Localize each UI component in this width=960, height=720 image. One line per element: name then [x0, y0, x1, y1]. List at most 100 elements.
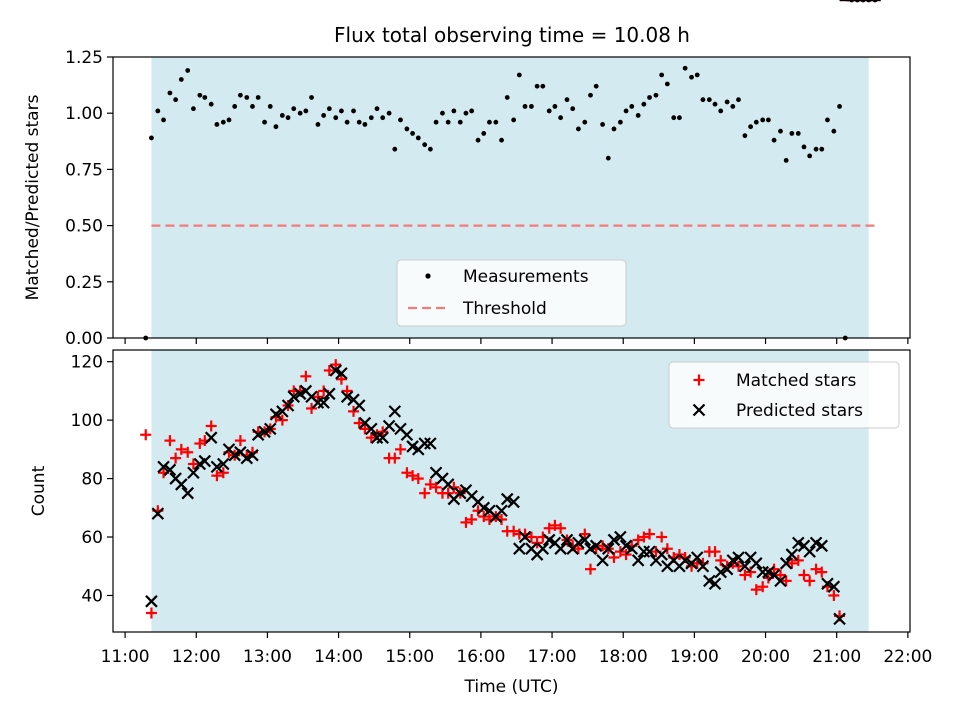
measurement-point — [493, 119, 499, 125]
measurement-point — [321, 113, 327, 118]
x-axis-label: Time (UTC) — [464, 677, 559, 697]
measurement-point — [664, 81, 670, 87]
predicted-star-point — [287, 390, 301, 404]
predicted-star-point — [625, 542, 639, 555]
x-tick-label: 13:00 — [243, 647, 292, 667]
legend-label-matched: Matched stars — [736, 371, 856, 391]
count-legend: Matched stars Predicted stars — [668, 361, 900, 429]
measurement-points — [143, 0, 878, 341]
matched-star-point — [145, 607, 157, 619]
matched-star-point — [774, 569, 786, 581]
predicted-star-point — [335, 367, 348, 380]
measurement-point — [368, 115, 374, 121]
measurement-point — [700, 97, 706, 103]
predicted-star-point — [803, 545, 816, 558]
measurement-point — [303, 108, 309, 114]
matched-star-point — [170, 452, 182, 464]
measurement-point — [185, 68, 191, 73]
matched-star-point — [780, 575, 792, 587]
y-tick-label: 0.75 — [65, 160, 103, 180]
predicted-star-point — [382, 419, 396, 433]
predicted-star-point — [400, 428, 414, 442]
matched-star-point — [584, 563, 596, 575]
predicted-star-point — [424, 437, 437, 450]
measurement-point — [374, 106, 380, 112]
measurement-point — [250, 104, 255, 109]
measurement-point — [427, 146, 433, 152]
y-tick-label: 60 — [81, 528, 103, 548]
predicted-star-point — [317, 396, 330, 409]
measurement-point — [178, 77, 184, 82]
legend-label-threshold: Threshold — [462, 299, 547, 319]
measurement-point — [173, 97, 179, 103]
measurement-point — [789, 131, 795, 136]
matched-star-point — [389, 452, 401, 464]
count-legend-box — [668, 361, 900, 429]
matched-star-point — [661, 543, 673, 555]
predicted-star-point — [637, 545, 651, 558]
predicted-star-point — [785, 548, 799, 561]
measurement-point — [825, 117, 830, 123]
measurement-point — [753, 119, 759, 125]
predicted-star-point — [513, 542, 526, 555]
measurement-point — [380, 115, 386, 121]
matched-star-point — [217, 467, 229, 479]
predicted-star-point — [614, 530, 627, 544]
predicted-star-point — [507, 495, 520, 509]
matched-star-point — [525, 531, 537, 543]
measurement-point — [558, 115, 564, 121]
y-tick-label: 80 — [81, 470, 103, 490]
measurement-point — [214, 122, 220, 127]
measurement-point — [232, 104, 238, 109]
matched-star-point — [348, 405, 360, 417]
measurement-point — [297, 110, 303, 116]
measurement-point — [742, 133, 748, 139]
measurement-point — [795, 131, 801, 136]
legend-cross-glyph — [692, 403, 706, 417]
matched-star-point — [419, 487, 431, 499]
matched-star-point — [300, 370, 312, 382]
matched-star-point — [365, 432, 377, 444]
x-tick-label: 15:00 — [385, 647, 434, 667]
measurement-point — [635, 113, 641, 118]
matched-star-point — [620, 549, 632, 561]
matched-star-point — [739, 569, 751, 581]
predicted-star-point — [269, 408, 283, 421]
count-panel: 40 60 80 100 120 11:00 12:00 13:00 14:00 15:00 16… — [29, 0, 932, 697]
measurement-point — [629, 104, 635, 109]
chart-title: Flux total observing time = 10.08 h — [334, 23, 690, 47]
measurement-point — [475, 137, 481, 143]
measurement-point — [617, 119, 623, 125]
measurement-point — [641, 101, 647, 107]
measurement-point — [208, 101, 214, 107]
measurement-point — [677, 115, 682, 121]
measurement-point — [730, 104, 736, 109]
matched-star-point — [715, 554, 727, 566]
ratio-panel: 0.00 0.25 0.50 0.75 1.00 1.25 Matched/Predict… — [23, 0, 911, 349]
measurement-point — [392, 146, 398, 152]
matched-star-point — [353, 417, 365, 429]
predicted-star-point — [246, 448, 259, 462]
matched-star-point — [757, 581, 769, 593]
predicted-star-point — [198, 454, 212, 468]
predicted-star-point — [145, 595, 158, 608]
measurement-point — [522, 104, 528, 109]
measurement-point — [647, 95, 652, 100]
predicted-star-point — [163, 463, 177, 477]
measurement-point — [771, 137, 777, 143]
predicted-star-point — [756, 565, 769, 579]
y-tick-label: 120 — [71, 353, 103, 373]
matched-star-point — [460, 516, 472, 528]
matched-star-point — [792, 554, 804, 566]
predicted-star-point — [187, 466, 200, 480]
matched-star-point — [478, 511, 490, 523]
measurement-point — [362, 122, 368, 127]
measurement-point — [398, 117, 403, 123]
ratio-x-ticks — [124, 338, 909, 344]
ratio-legend: Measurements Threshold — [396, 259, 627, 327]
measurement-point — [237, 92, 243, 98]
measurement-point — [748, 124, 753, 130]
measurement-point — [511, 117, 517, 123]
predicted-star-point — [281, 399, 295, 412]
x-tick-label: 19:00 — [670, 647, 719, 667]
